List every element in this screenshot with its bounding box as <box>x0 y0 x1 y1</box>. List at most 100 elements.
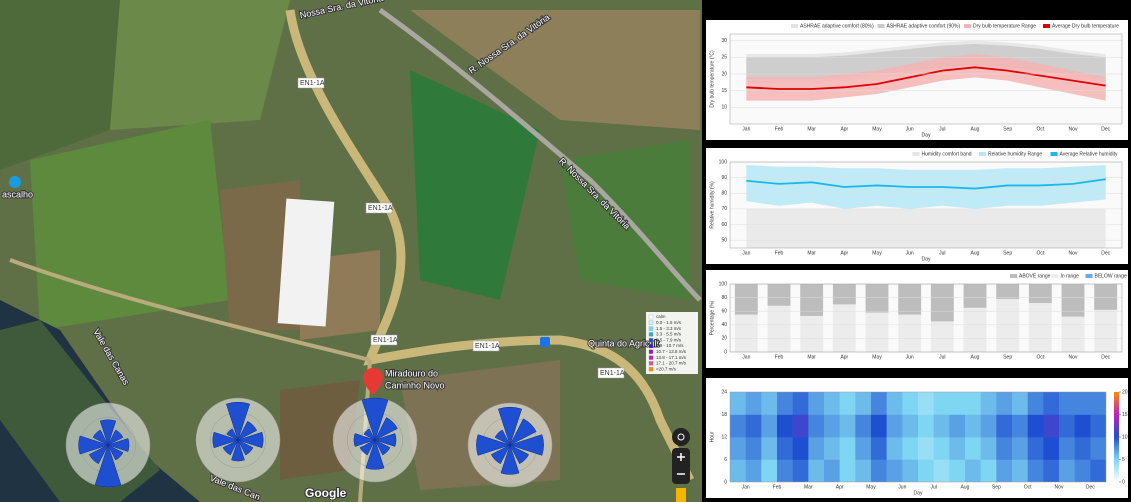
heat-cell <box>996 414 1013 438</box>
legend-swatch <box>1085 274 1093 278</box>
heat-cell <box>918 459 934 482</box>
bar-segment <box>1094 309 1118 352</box>
legend-label: 1.5 - 3.3 m/s <box>656 326 682 331</box>
map-label: ascalho <box>2 189 33 199</box>
plot-area <box>730 392 1106 482</box>
wind-legend-box <box>646 312 698 374</box>
legend-label: >20.7 m/s <box>656 366 677 371</box>
heat-cell <box>792 392 809 415</box>
heat-cell <box>980 392 997 415</box>
heat-cell <box>949 392 966 415</box>
heat-cell <box>839 459 856 482</box>
bar-segment <box>930 321 954 352</box>
map-label: Miradouro do <box>385 368 438 378</box>
heat-cell <box>1074 459 1091 482</box>
range-band <box>746 208 1106 248</box>
building <box>277 198 335 327</box>
y-tick-label: 12 <box>721 434 727 440</box>
heat-cell <box>730 414 746 438</box>
x-tick-label: Jun <box>906 250 914 256</box>
bus-icon[interactable] <box>540 337 550 347</box>
heat-cell <box>1027 459 1044 482</box>
heat-cell <box>777 414 793 438</box>
x-tick-label: May <box>872 126 882 132</box>
rose-wedge <box>94 444 122 488</box>
y-tick-label: 6 <box>724 457 727 463</box>
x-tick-label: Sep <box>1003 354 1012 360</box>
heat-cell <box>949 437 966 460</box>
legend-swatch <box>1043 24 1050 28</box>
heat-cell <box>1090 414 1106 438</box>
field <box>30 120 230 330</box>
legend-label: 5.5 - 7.9 m/s <box>656 337 682 342</box>
rose-wedge <box>226 428 239 441</box>
heat-cell <box>1043 414 1060 438</box>
x-tick-label: Sep <box>992 484 1001 490</box>
bar-segment <box>865 312 889 352</box>
x-tick-label: Aug <box>971 250 980 256</box>
legend-label: 10.7 - 13.8 m/s <box>656 349 687 354</box>
legend-label: ASHRAE adaptive comfort (80%) <box>800 23 874 29</box>
colorbar-tick-label: 5 <box>1122 457 1125 463</box>
heat-cell <box>730 392 746 415</box>
rose-ring <box>195 397 281 483</box>
place-pin[interactable] <box>363 368 383 395</box>
pegman[interactable] <box>676 488 686 502</box>
map-label: EN1-1A <box>300 80 325 87</box>
y-tick-label: 0 <box>724 349 727 355</box>
rose-wedge <box>92 429 109 446</box>
legend-label: Humidity comfort band <box>922 151 972 157</box>
bar-segment <box>734 314 758 352</box>
field <box>410 70 540 300</box>
heat-cell <box>777 459 793 482</box>
legend-label: 17.1 - 20.7 m/s <box>656 361 687 366</box>
rose-wedge <box>361 397 389 441</box>
y-tick-label: 100 <box>719 159 728 165</box>
legend-swatch <box>791 24 798 28</box>
plot-frame <box>729 33 1123 125</box>
heat-cell <box>1074 414 1091 438</box>
heat-cell <box>933 392 950 415</box>
legend-swatch <box>1050 152 1058 156</box>
zoom-buttons[interactable] <box>672 448 690 484</box>
bar-segment <box>930 284 954 322</box>
bar-segment <box>1028 284 1052 304</box>
y-tick-label: 60 <box>721 222 727 228</box>
x-axis-title: Day <box>914 490 923 496</box>
rose-wedge <box>490 444 511 465</box>
bar-segment <box>996 284 1020 299</box>
plot-area <box>730 34 1122 124</box>
x-tick-label: Jan <box>742 484 750 490</box>
heat-cell <box>1059 437 1075 460</box>
heat-cell <box>949 414 966 438</box>
heat-cell <box>761 459 778 482</box>
heat-cell <box>824 414 840 438</box>
map-attribution: Google <box>305 486 347 500</box>
heat-cell <box>871 437 887 460</box>
x-tick-label: May <box>872 250 882 256</box>
bar-segment <box>800 315 824 352</box>
legend-swatch <box>648 349 654 354</box>
heat-cell <box>1090 459 1106 482</box>
heat-cell <box>980 459 997 482</box>
y-axis-title: Relative humidity (%) <box>709 181 715 229</box>
legend-swatch <box>648 332 654 337</box>
heat-cell <box>1074 437 1091 460</box>
locate-button[interactable] <box>672 428 690 446</box>
road <box>378 7 702 302</box>
x-axis-title: Day <box>922 256 931 262</box>
poi-icon[interactable] <box>9 176 21 188</box>
x-tick-label: Mar <box>807 354 816 360</box>
heat-cell <box>824 392 840 415</box>
heat-cell <box>871 392 887 415</box>
bar-segment <box>800 284 824 316</box>
legend-swatch <box>979 152 986 156</box>
heat-cell <box>886 459 903 482</box>
x-tick-label: Mar <box>804 484 813 490</box>
legend-label: Average Dry bulb temperature <box>1052 23 1119 29</box>
y-tick-label: 80 <box>721 191 727 197</box>
heat-cell <box>996 392 1013 415</box>
heat-cell <box>792 459 809 482</box>
rose-wedge <box>237 439 254 456</box>
x-tick-label: Jun <box>898 484 906 490</box>
